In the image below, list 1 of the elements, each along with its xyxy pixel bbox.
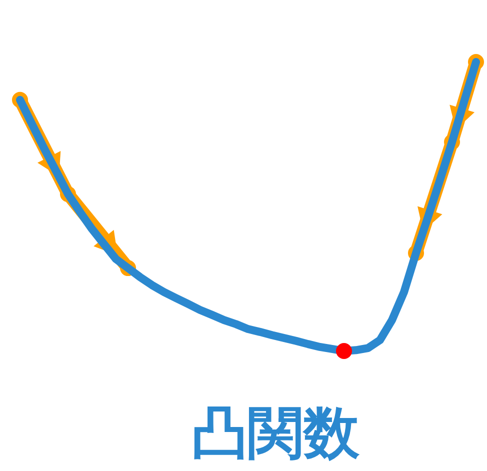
text: 凸関数 xyxy=(192,401,360,466)
